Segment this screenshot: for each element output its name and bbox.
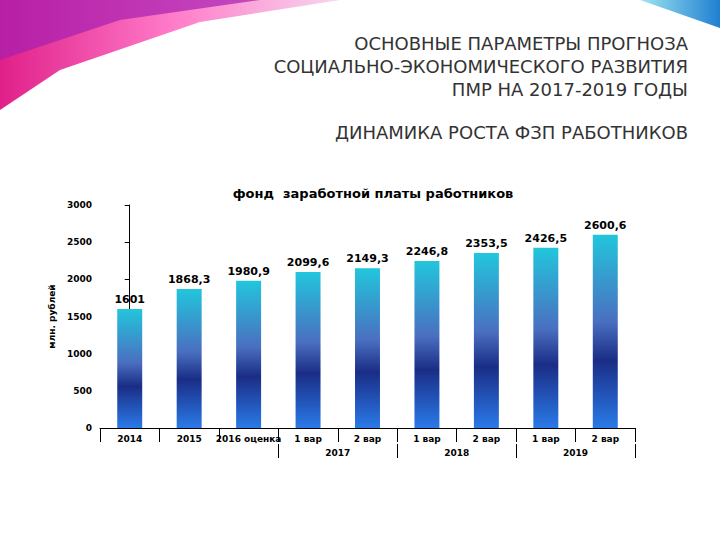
svg-text:0: 0 [86, 423, 92, 433]
svg-text:ПМР НА 2017-2019 ГОДЫ: ПМР НА 2017-2019 ГОДЫ [452, 79, 688, 100]
svg-text:2015: 2015 [177, 434, 202, 444]
svg-text:2016 оценка: 2016 оценка [216, 434, 282, 444]
svg-text:1868,3: 1868,3 [168, 273, 210, 286]
svg-text:1 вар: 1 вар [532, 434, 560, 444]
svg-text:1500: 1500 [67, 312, 92, 322]
svg-text:2017: 2017 [325, 448, 350, 458]
svg-text:2 вар: 2 вар [473, 434, 501, 444]
svg-text:1000: 1000 [67, 349, 92, 359]
svg-text:фонд заработной платы работни: фонд заработной платы работников [233, 186, 514, 201]
svg-text:1 вар: 1 вар [413, 434, 441, 444]
svg-text:2426,5: 2426,5 [525, 232, 567, 245]
svg-text:СОЦИАЛЬНО-ЭКОНОМИЧЕСКОГО РАЗВИ: СОЦИАЛЬНО-ЭКОНОМИЧЕСКОГО РАЗВИТИЯ [274, 56, 688, 77]
svg-text:2 вар: 2 вар [591, 434, 619, 444]
svg-text:2099,6: 2099,6 [287, 256, 330, 269]
svg-text:1 вар: 1 вар [294, 434, 322, 444]
svg-text:1601: 1601 [114, 293, 145, 306]
svg-text:2014: 2014 [117, 434, 142, 444]
svg-text:ДИНАМИКА РОСТА ФЗП РАБОТНИКОВ: ДИНАМИКА РОСТА ФЗП РАБОТНИКОВ [335, 122, 688, 143]
svg-text:2018: 2018 [444, 448, 469, 458]
svg-text:2246,8: 2246,8 [406, 245, 448, 258]
svg-text:500: 500 [73, 386, 92, 396]
svg-text:2500: 2500 [67, 237, 92, 247]
svg-text:2000: 2000 [67, 274, 92, 284]
svg-text:2600,6: 2600,6 [584, 219, 627, 232]
svg-text:2149,3: 2149,3 [346, 252, 388, 265]
svg-text:ОСНОВНЫЕ ПАРАМЕТРЫ ПРОГНОЗА: ОСНОВНЫЕ ПАРАМЕТРЫ ПРОГНОЗА [354, 33, 688, 54]
svg-text:2353,5: 2353,5 [465, 237, 507, 250]
svg-text:2019: 2019 [563, 448, 588, 458]
svg-text:млн. рублей: млн. рублей [47, 284, 57, 348]
svg-text:2 вар: 2 вар [354, 434, 382, 444]
svg-text:1980,9: 1980,9 [227, 265, 269, 278]
svg-text:3000: 3000 [67, 200, 92, 210]
